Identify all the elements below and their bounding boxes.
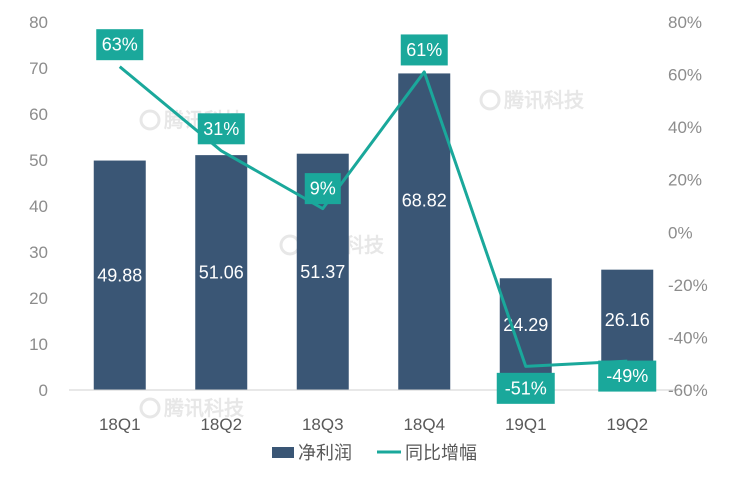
growth-label-box (197, 113, 245, 145)
growth-label: 61% (400, 34, 448, 66)
left-tick-label: 60 (29, 105, 48, 124)
left-tick-label: 80 (29, 13, 48, 32)
left-tick-label: 30 (29, 243, 48, 262)
bar (499, 278, 552, 390)
growth-label: 63% (96, 29, 144, 61)
category-label: 19Q2 (606, 415, 648, 434)
category-labels: 18Q1 18Q2 18Q3 18Q4 19Q1 19Q2 (99, 415, 648, 434)
growth-label: -49% (598, 360, 657, 392)
bar (195, 155, 248, 390)
legend-line-label: 同比增幅 (405, 443, 477, 464)
right-tick-label: -40% (668, 328, 708, 347)
right-tick-label: 40% (668, 118, 702, 137)
growth-value-label: 63% (102, 35, 138, 55)
legend-bar-label: 净利润 (298, 443, 352, 464)
right-tick-label: 60% (668, 66, 702, 85)
growth-value-label: 9% (310, 179, 336, 199)
left-tick-label: 20 (29, 289, 48, 308)
bar (93, 160, 146, 390)
left-tick-label: 40 (29, 197, 48, 216)
growth-label-box (598, 360, 657, 392)
bar-value-label: 26.16 (605, 310, 650, 330)
bar-value-label: 49.88 (97, 265, 142, 285)
legend: 净利润 同比增幅 (272, 443, 477, 464)
svg-text:腾讯科技: 腾讯科技 (504, 88, 585, 112)
watermark: 腾讯科技 (479, 88, 585, 112)
growth-label-box (400, 34, 448, 66)
right-tick-label: -20% (668, 276, 708, 295)
legend-bar-swatch (272, 447, 294, 458)
growth-value-label: 61% (406, 40, 442, 60)
category-label: 19Q1 (505, 415, 547, 434)
category-label: 18Q3 (302, 415, 344, 434)
category-label: 18Q4 (403, 415, 445, 434)
watermark: 腾讯科技 (139, 396, 245, 420)
right-tick-label: 20% (668, 171, 702, 190)
left-tick-label: 70 (29, 59, 48, 78)
growth-label: -51% (496, 372, 555, 404)
category-label: 18Q2 (200, 415, 242, 434)
left-tick-label: 50 (29, 151, 48, 170)
bar-value-label: 51.06 (199, 263, 244, 283)
growth-label-box (96, 29, 144, 61)
right-tick-label: 80% (668, 13, 702, 32)
right-axis-ticks: 80% 60% 40% 20% 0% -20% -40% -60% (668, 13, 708, 400)
growth-label: 31% (197, 113, 245, 145)
bar-value-label: 68.82 (402, 190, 447, 210)
category-label: 18Q1 (99, 415, 141, 434)
bar-value-label: 51.37 (300, 262, 345, 282)
svg-text:腾讯科技: 腾讯科技 (164, 396, 245, 420)
right-tick-label: 0% (668, 223, 693, 242)
right-tick-label: -60% (668, 381, 708, 400)
left-axis-ticks: 0 10 20 30 40 50 60 70 80 (29, 13, 48, 400)
left-tick-label: 0 (39, 381, 48, 400)
left-tick-label: 10 (29, 335, 48, 354)
growth-value-label: 31% (203, 119, 239, 139)
growth-label-box (496, 372, 555, 404)
growth-value-label: -49% (606, 366, 648, 386)
growth-data-labels: 63% 31% 9% 61% -51% -49% (96, 29, 657, 404)
growth-value-label: -51% (505, 378, 547, 398)
growth-label-box (304, 173, 341, 205)
growth-label: 9% (304, 173, 341, 205)
